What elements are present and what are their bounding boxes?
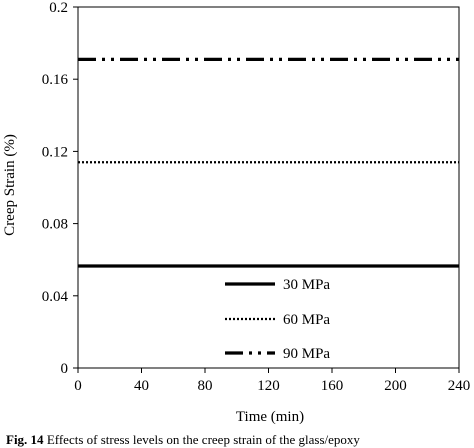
x-tick-label: 160 xyxy=(321,378,344,394)
x-tick-label: 120 xyxy=(257,378,280,394)
x-tick-label: 240 xyxy=(448,378,471,394)
x-tick-label: 200 xyxy=(384,378,407,394)
legend-label-3: 90 MPa xyxy=(283,346,330,362)
y-tick-label: 0.04 xyxy=(42,289,69,305)
legend-label-1: 30 MPa xyxy=(283,277,330,293)
y-tick-label: 0.08 xyxy=(42,217,68,233)
y-tick-label: 0.12 xyxy=(42,144,68,160)
caption-prefix: Fig. 14 xyxy=(6,432,44,447)
plot-area-border xyxy=(77,6,460,369)
y-tick-label: 0.2 xyxy=(49,0,68,16)
y-tick-label: 0 xyxy=(61,361,69,377)
legend-label-2: 60 MPa xyxy=(283,312,330,328)
chart: 0 40 80 120 160 200 240 0 0.04 0.08 0.12 0.16 0.2 30… xyxy=(2,0,471,425)
y-tick-label: 0.16 xyxy=(42,72,69,88)
y-axis-title: Creep Strain (%) xyxy=(2,134,18,236)
x-axis-title: Time (min) xyxy=(236,409,304,425)
x-tick-label: 80 xyxy=(198,378,213,394)
x-tick-label: 0 xyxy=(74,378,82,394)
figure-caption: Fig. 14 Effects of stress levels on the … xyxy=(6,432,474,448)
caption-text: Effects of stress levels on the creep st… xyxy=(43,432,360,447)
x-tick-label: 40 xyxy=(134,378,149,394)
